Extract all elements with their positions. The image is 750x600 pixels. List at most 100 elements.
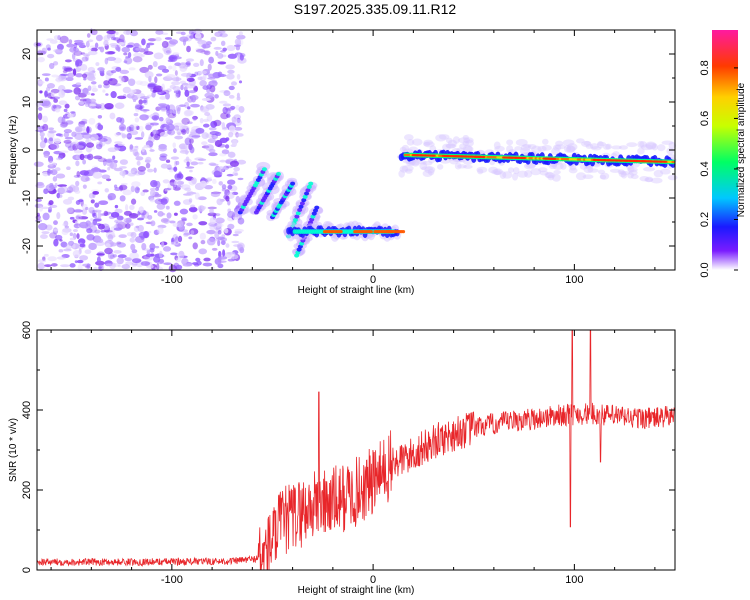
heatmap-cell	[48, 155, 54, 163]
heatmap-cell	[217, 30, 226, 34]
heatmap-cell	[130, 167, 138, 175]
heatmap-cell	[158, 146, 168, 152]
heatmap-cell	[178, 104, 187, 108]
heatmap-cell	[170, 241, 180, 246]
heatmap-cell	[296, 247, 302, 252]
heatmap-cell	[104, 188, 110, 193]
heatmap-cell	[229, 160, 239, 168]
snr-series-line	[36, 329, 676, 571]
y-tick-label: -10	[21, 190, 33, 206]
heatmap-cell	[437, 164, 444, 170]
heatmap-cell	[118, 75, 123, 79]
heatmap-cell	[82, 133, 92, 139]
colorbar-tick-label: 0.0	[699, 262, 711, 277]
heatmap-cell	[164, 188, 168, 192]
heatmap-cell	[135, 107, 140, 113]
heatmap-cell	[668, 141, 677, 150]
heatmap-cell	[186, 77, 195, 82]
heatmap-cell	[85, 54, 90, 62]
heatmap-cell	[238, 31, 243, 36]
heatmap-cell	[79, 153, 85, 161]
heatmap-cell	[169, 55, 176, 62]
heatmap-cell	[180, 252, 184, 257]
heatmap-cell	[199, 59, 204, 67]
heatmap-cell	[153, 85, 164, 93]
heatmap-cell	[660, 168, 671, 175]
heatmap-cell	[465, 139, 474, 147]
snr-panel: -100 0 100 0 200 400 600 Height of straight l…	[8, 321, 676, 596]
heatmap-cell	[205, 144, 214, 151]
top-y-ticks: -20 -10 0 10 20	[21, 29, 675, 271]
heatmap-cell	[166, 129, 172, 135]
heatmap-cell	[134, 145, 139, 149]
heatmap-cell	[209, 85, 216, 93]
heatmap-cell	[202, 262, 213, 267]
heatmap-cell	[35, 214, 41, 220]
heatmap-cell	[212, 179, 217, 185]
heatmap-cell	[192, 242, 198, 250]
heatmap-cell	[193, 62, 200, 67]
heatmap-cell	[79, 243, 86, 248]
heatmap-cell	[56, 212, 61, 220]
heatmap-cell	[627, 172, 634, 179]
heatmap-cell	[125, 223, 131, 229]
heatmap-cell	[147, 64, 153, 70]
heatmap-cell	[643, 166, 656, 172]
heatmap-cell	[173, 166, 178, 172]
heatmap-cell	[82, 73, 88, 79]
heatmap-cell	[58, 41, 64, 44]
heatmap-cell	[130, 198, 137, 205]
heatmap-cell	[502, 171, 513, 179]
heatmap-cell	[339, 230, 343, 234]
heatmap-cell	[190, 95, 197, 103]
heatmap-cell	[177, 235, 183, 243]
heatmap-cell	[411, 159, 420, 167]
heatmap-cell	[169, 220, 176, 224]
heatmap-cell	[149, 247, 155, 253]
heatmap-cell	[92, 171, 103, 179]
heatmap-cell	[597, 141, 607, 147]
heatmap-cell	[153, 167, 157, 173]
heatmap-cell	[216, 198, 223, 206]
heatmap-cell	[153, 133, 161, 141]
heatmap-cell	[79, 98, 87, 102]
heatmap-cell	[217, 230, 222, 235]
heatmap-cell	[133, 125, 137, 133]
heatmap-cell	[208, 221, 218, 227]
heatmap-cell	[72, 229, 78, 233]
heatmap-cell	[45, 44, 51, 51]
plot-title: S197.2025.335.09.11.R12	[293, 1, 457, 17]
heatmap-cell	[77, 263, 83, 272]
heatmap-cell	[173, 212, 178, 216]
heatmap-cell	[118, 42, 125, 45]
heatmap-cell	[76, 259, 84, 264]
colorbar-tick-label: 0.6	[699, 111, 711, 126]
heatmap-cell	[140, 191, 146, 196]
heatmap-cell	[217, 53, 224, 59]
heatmap-cell	[55, 234, 63, 241]
y-tick-label: -20	[21, 238, 33, 254]
heatmap-cell	[38, 223, 48, 231]
heatmap-cell	[115, 221, 119, 229]
heatmap-cell	[179, 208, 189, 215]
heatmap-cell	[134, 137, 144, 140]
heatmap-cell	[186, 190, 194, 197]
heatmap-cell	[209, 207, 214, 214]
heatmap-cell	[180, 31, 186, 36]
heatmap-cell	[176, 220, 184, 228]
heatmap-cell	[208, 152, 218, 157]
heatmap-cell	[44, 137, 48, 144]
heatmap-cell	[44, 90, 48, 98]
heatmap-cell	[41, 73, 51, 76]
heatmap-cell	[226, 251, 236, 255]
heatmap-cell	[65, 120, 74, 125]
heatmap-cell	[125, 261, 134, 266]
heatmap-cell	[305, 188, 311, 193]
heatmap-cell	[226, 44, 236, 52]
heatmap-cell	[553, 169, 561, 175]
heatmap-cell	[197, 205, 205, 212]
heatmap-cell	[80, 175, 90, 183]
heatmap-cell	[97, 181, 103, 185]
heatmap-cell	[186, 161, 190, 167]
heatmap-cell	[109, 161, 118, 170]
